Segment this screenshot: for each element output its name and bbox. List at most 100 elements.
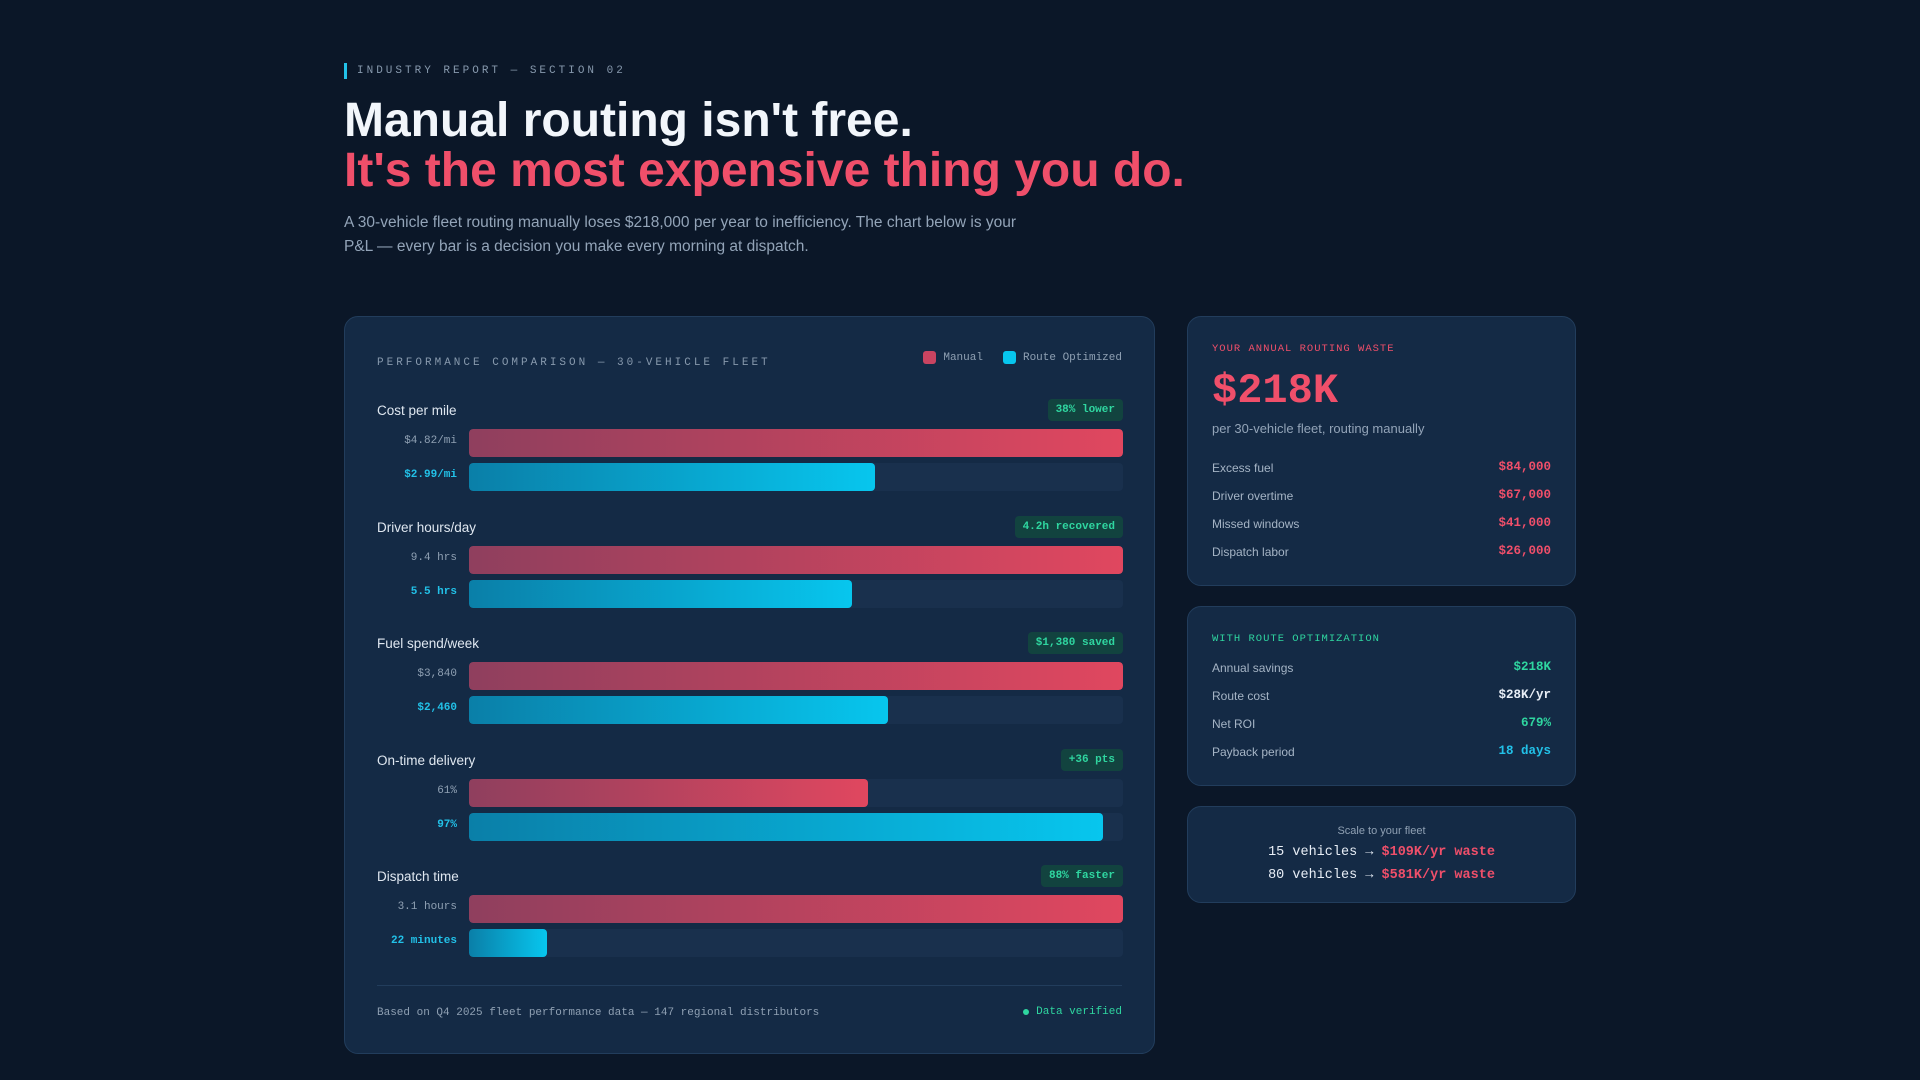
bar-track xyxy=(469,895,1123,923)
manual-bar-row: $4.82/mi xyxy=(377,429,1123,457)
headline-accent: It's the most expensive thing you do. xyxy=(344,144,1185,197)
optimized-value-label: 5.5 hrs xyxy=(410,585,457,598)
optimized-bar-row: 5.5 hrs xyxy=(377,579,1123,608)
legend-item-optimized: Route Optimized xyxy=(1002,351,1122,364)
manual-bar xyxy=(469,662,1123,690)
scale-line-80: 80 vehicles → $581K/yr waste xyxy=(1188,868,1575,883)
metric-header: On-time delivery +36 pts xyxy=(377,748,1123,775)
row-label: Dispatch labor xyxy=(1212,545,1289,559)
intro-paragraph: A 30-vehicle fleet routing manually lose… xyxy=(344,214,1017,255)
bar-track xyxy=(469,545,1123,574)
optimized-value-label: $2,460 xyxy=(417,702,457,714)
metric-group: On-time delivery +36 pts 61% 97% xyxy=(377,748,1123,866)
chart-footnote: Based on Q4 2025 fleet performance data … xyxy=(377,1007,820,1019)
row-value: $67,000 xyxy=(1498,488,1551,502)
bar-track xyxy=(469,778,1123,807)
legend-item-manual: Manual xyxy=(923,351,983,364)
row-value: 18 days xyxy=(1498,744,1551,758)
annual-waste-card: YOUR ANNUAL ROUTING WASTE $218K per 30-v… xyxy=(1187,316,1576,586)
manual-bar-row: 9.4 hrs xyxy=(377,545,1123,574)
optimized-bar-row: $2.99/mi xyxy=(377,463,1123,491)
metric-group: Fuel spend/week $1,380 saved $3,840 $2,460 xyxy=(377,632,1123,749)
optimization-label: WITH ROUTE OPTIMIZATION xyxy=(1212,633,1380,645)
row-value: $41,000 xyxy=(1498,516,1551,530)
metric-improvement-badge: +36 pts xyxy=(1060,748,1123,771)
summary-row: Excess fuel $84,000 xyxy=(1212,455,1551,483)
row-value: $218K xyxy=(1513,660,1551,674)
metric-improvement-badge: $1,380 saved xyxy=(1027,632,1123,654)
section-eyebrow: INDUSTRY REPORT — SECTION 02 xyxy=(344,63,626,79)
bar-track xyxy=(469,929,1123,957)
optimized-value-label: 97% xyxy=(437,818,457,831)
waste-total: $218K xyxy=(1212,367,1339,415)
scale-value: $581K/yr waste xyxy=(1381,868,1495,883)
metric-group: Dispatch time 88% faster 3.1 hours 22 minut… xyxy=(377,865,1123,982)
bar-track xyxy=(469,429,1123,457)
scale-value: $109K/yr waste xyxy=(1381,845,1495,860)
scale-line-15: 15 vehicles → $109K/yr waste xyxy=(1188,845,1575,860)
manual-value-label: $3,840 xyxy=(417,668,457,680)
summary-row: Payback period 18 days xyxy=(1212,739,1551,767)
scale-title: Scale to your fleet xyxy=(1337,825,1426,837)
manual-value-label: $4.82/mi xyxy=(404,435,457,447)
row-label: Missed windows xyxy=(1212,517,1300,531)
chart-divider xyxy=(377,985,1122,986)
scale-prefix: 80 vehicles → xyxy=(1268,868,1374,883)
bar-track xyxy=(469,579,1123,608)
waste-label: YOUR ANNUAL ROUTING WASTE xyxy=(1212,343,1395,355)
metric-header: Fuel spend/week $1,380 saved xyxy=(377,632,1123,658)
bar-track xyxy=(469,696,1123,724)
waste-subtitle: per 30-vehicle fleet, routing manually xyxy=(1212,421,1425,436)
metric-header: Driver hours/day 4.2h recovered xyxy=(377,515,1123,542)
metric-header: Cost per mile 38% lower xyxy=(377,399,1123,425)
optimized-bar xyxy=(469,579,852,608)
metric-label: Cost per mile xyxy=(377,403,457,418)
waste-breakdown: Excess fuel $84,000 Driver overtime $67,000… xyxy=(1212,455,1551,567)
chart-legend: Manual Route Optimized xyxy=(923,351,1122,364)
manual-value-label: 9.4 hrs xyxy=(410,551,457,564)
summary-row: Missed windows $41,000 xyxy=(1212,511,1551,539)
row-value: $26,000 xyxy=(1498,544,1551,558)
summary-row: Dispatch labor $26,000 xyxy=(1212,539,1551,567)
optimized-value-label: 22 minutes xyxy=(390,935,457,947)
summary-row: Net ROI 679% xyxy=(1212,711,1551,739)
metric-improvement-badge: 88% faster xyxy=(1040,865,1123,887)
row-value: 679% xyxy=(1520,716,1551,730)
manual-bar xyxy=(469,429,1123,457)
scale-prefix: 15 vehicles → xyxy=(1268,845,1374,860)
legend-label-optimized: Route Optimized xyxy=(1022,351,1122,364)
bar-track xyxy=(469,662,1123,690)
optimized-bar xyxy=(469,929,548,957)
metric-group: Cost per mile 38% lower $4.82/mi $2.99/mi xyxy=(377,399,1123,516)
optimized-bar-row: 97% xyxy=(377,812,1123,841)
fleet-scale-card: Scale to your fleet 15 vehicles → $109K/… xyxy=(1187,806,1576,903)
manual-bar xyxy=(469,778,868,807)
verified-label: Data verified xyxy=(1036,1006,1122,1018)
row-value: $84,000 xyxy=(1498,460,1551,474)
metric-header: Dispatch time 88% faster xyxy=(377,865,1123,891)
legend-swatch-manual xyxy=(923,351,937,364)
page: INDUSTRY REPORT — SECTION 02 Manual rout… xyxy=(344,0,1576,1080)
metric-improvement-badge: 38% lower xyxy=(1047,399,1123,421)
optimized-bar xyxy=(469,812,1104,841)
optimization-card: WITH ROUTE OPTIMIZATION Annual savings $2… xyxy=(1187,606,1576,786)
manual-bar-row: 61% xyxy=(377,778,1123,807)
performance-chart-card: PERFORMANCE COMPARISON — 30-VEHICLE FLEE… xyxy=(344,316,1155,1054)
data-verified-badge: Data verified xyxy=(1023,1006,1122,1018)
row-label: Annual savings xyxy=(1212,661,1294,675)
manual-value-label: 3.1 hours xyxy=(397,901,457,913)
chart-title: PERFORMANCE COMPARISON — 30-VEHICLE FLEE… xyxy=(377,357,771,369)
optimized-bar xyxy=(469,463,875,491)
metric-improvement-badge: 4.2h recovered xyxy=(1014,515,1123,538)
manual-bar xyxy=(469,545,1123,574)
optimized-bar-row: 22 minutes xyxy=(377,929,1123,957)
summary-row: Driver overtime $67,000 xyxy=(1212,483,1551,511)
bar-track xyxy=(469,463,1123,491)
row-label: Payback period xyxy=(1212,745,1295,759)
optimization-breakdown: Annual savings $218K Route cost $28K/yr Net … xyxy=(1212,655,1551,767)
row-label: Driver overtime xyxy=(1212,489,1294,503)
optimized-value-label: $2.99/mi xyxy=(404,469,457,481)
row-value: $28K/yr xyxy=(1498,688,1551,702)
manual-bar-row: $3,840 xyxy=(377,662,1123,690)
manual-value-label: 61% xyxy=(437,784,457,797)
